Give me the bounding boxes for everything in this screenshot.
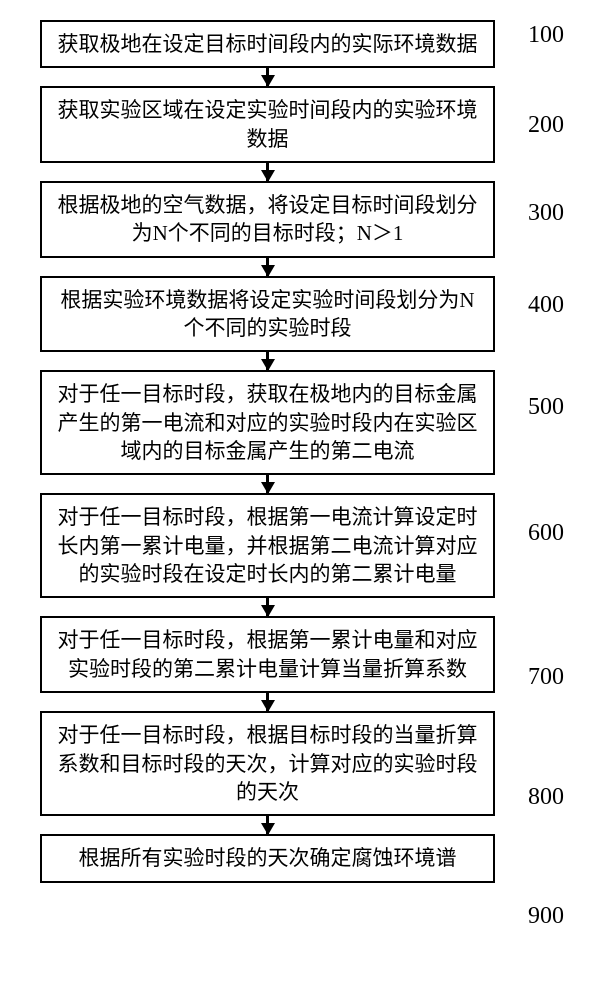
- step-label-700: 700: [528, 664, 564, 691]
- flow-arrow-800: [266, 816, 269, 834]
- flow-step-800: 对于任一目标时段，根据目标时段的当量折算系数和目标时段的天次，计算对应的实验时段…: [40, 711, 495, 816]
- flow-arrow-700: [266, 693, 269, 711]
- flow-step-600: 对于任一目标时段，根据第一电流计算设定时长内第一累计电量，并根据第二电流计算对应…: [40, 493, 495, 598]
- step-label-500: 500: [528, 394, 564, 421]
- flow-arrow-400: [266, 352, 269, 370]
- flowchart-container: 获取极地在设定目标时间段内的实际环境数据获取实验区域在设定实验时间段内的实验环境…: [40, 20, 495, 883]
- step-label-600: 600: [528, 520, 564, 547]
- flow-arrow-500: [266, 475, 269, 493]
- flow-step-900: 根据所有实验时段的天次确定腐蚀环境谱: [40, 834, 495, 882]
- flow-arrow-200: [266, 163, 269, 181]
- flow-step-400: 根据实验环境数据将设定实验时间段划分为N个不同的实验时段: [40, 276, 495, 353]
- flow-step-700: 对于任一目标时段，根据第一累计电量和对应实验时段的第二累计电量计算当量折算系数: [40, 616, 495, 693]
- step-label-300: 300: [528, 200, 564, 227]
- flow-step-500: 对于任一目标时段，获取在极地内的目标金属产生的第一电流和对应的实验时段内在实验区…: [40, 370, 495, 475]
- flow-arrow-300: [266, 258, 269, 276]
- flow-step-200: 获取实验区域在设定实验时间段内的实验环境数据: [40, 86, 495, 163]
- step-label-800: 800: [528, 784, 564, 811]
- flow-arrow-100: [266, 68, 269, 86]
- flow-arrow-600: [266, 598, 269, 616]
- flow-step-100: 获取极地在设定目标时间段内的实际环境数据: [40, 20, 495, 68]
- step-label-100: 100: [528, 22, 564, 49]
- flow-step-300: 根据极地的空气数据，将设定目标时间段划分为N个不同的目标时段；N＞1: [40, 181, 495, 258]
- step-label-200: 200: [528, 112, 564, 139]
- step-label-400: 400: [528, 292, 564, 319]
- step-label-900: 900: [528, 903, 564, 930]
